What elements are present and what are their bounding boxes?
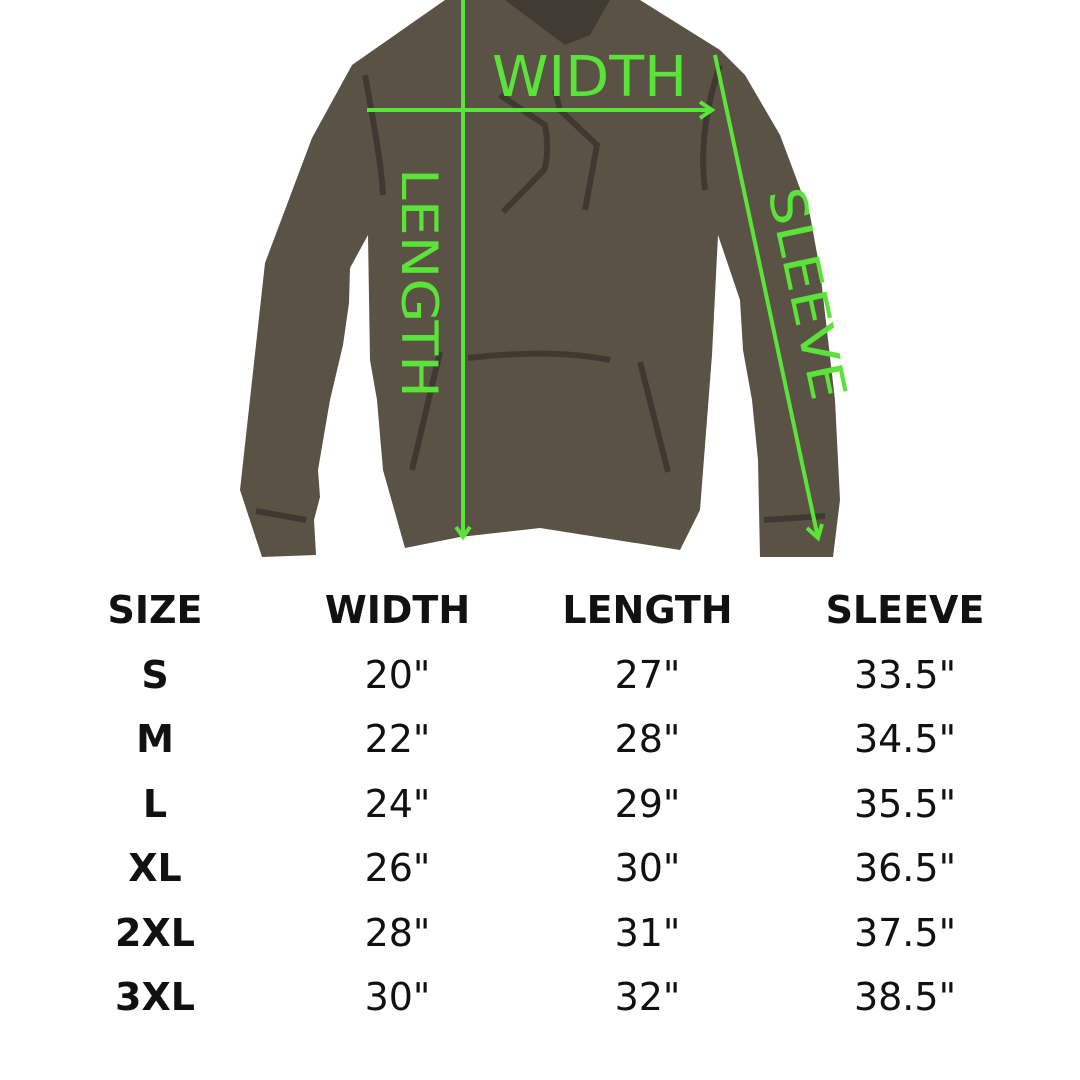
cell-width: 30"	[364, 975, 431, 1020]
cell-width: 20"	[364, 652, 431, 697]
table-row: M 22" 28" 34.5"	[30, 707, 1030, 772]
cell-sleeve: 36.5"	[853, 846, 957, 891]
header-sleeve: SLEEVE	[825, 588, 985, 633]
cell-size: XL	[128, 846, 182, 891]
cell-sleeve: 33.5"	[853, 652, 957, 697]
length-arrow-icon	[454, 525, 472, 541]
cell-sleeve: 35.5"	[853, 781, 957, 826]
table-row: XL 26" 30" 36.5"	[30, 836, 1030, 901]
size-chart-table: SIZE WIDTH LENGTH SLEEVE S 20" 27" 33.5" M 22…	[30, 578, 1030, 1030]
width-arrow-icon	[698, 100, 716, 120]
cell-length: 30"	[614, 846, 681, 891]
cell-width: 28"	[364, 910, 431, 955]
header-width: WIDTH	[324, 588, 471, 633]
cell-size: 3XL	[115, 975, 195, 1020]
cell-length: 28"	[614, 717, 681, 762]
length-label: LENGTH	[390, 168, 448, 398]
cell-length: 31"	[614, 910, 681, 955]
table-row: 3XL 30" 32" 38.5"	[30, 965, 1030, 1030]
cell-width: 24"	[364, 781, 431, 826]
cell-length: 32"	[614, 975, 681, 1020]
cell-sleeve: 34.5"	[853, 717, 957, 762]
table-row: S 20" 27" 33.5"	[30, 643, 1030, 708]
cell-size: M	[136, 717, 174, 762]
cell-sleeve: 37.5"	[853, 910, 957, 955]
cell-size: S	[141, 652, 169, 697]
table-row: 2XL 28" 31" 37.5"	[30, 901, 1030, 966]
table-header-row: SIZE WIDTH LENGTH SLEEVE	[30, 578, 1030, 643]
cell-width: 22"	[364, 717, 431, 762]
hood-inner	[505, 0, 610, 45]
header-size: SIZE	[107, 588, 203, 633]
sleeve-line	[713, 54, 820, 539]
cell-width: 26"	[364, 846, 431, 891]
width-label: WIDTH	[492, 45, 687, 110]
cell-length: 29"	[614, 781, 681, 826]
header-length: LENGTH	[562, 588, 733, 633]
cell-size: 2XL	[115, 910, 195, 955]
seam-lines	[255, 64, 826, 523]
cell-length: 27"	[614, 652, 681, 697]
hoodie-illustration	[240, 0, 840, 557]
sleeve-arrow-icon	[805, 523, 824, 542]
measure-lines	[367, 0, 824, 542]
cell-size: L	[142, 781, 168, 826]
cell-sleeve: 38.5"	[853, 975, 957, 1020]
hoodie-measurement-diagram: WIDTH LENGTH SLEEVE	[240, 0, 858, 557]
table-row: L 24" 29" 35.5"	[30, 772, 1030, 837]
